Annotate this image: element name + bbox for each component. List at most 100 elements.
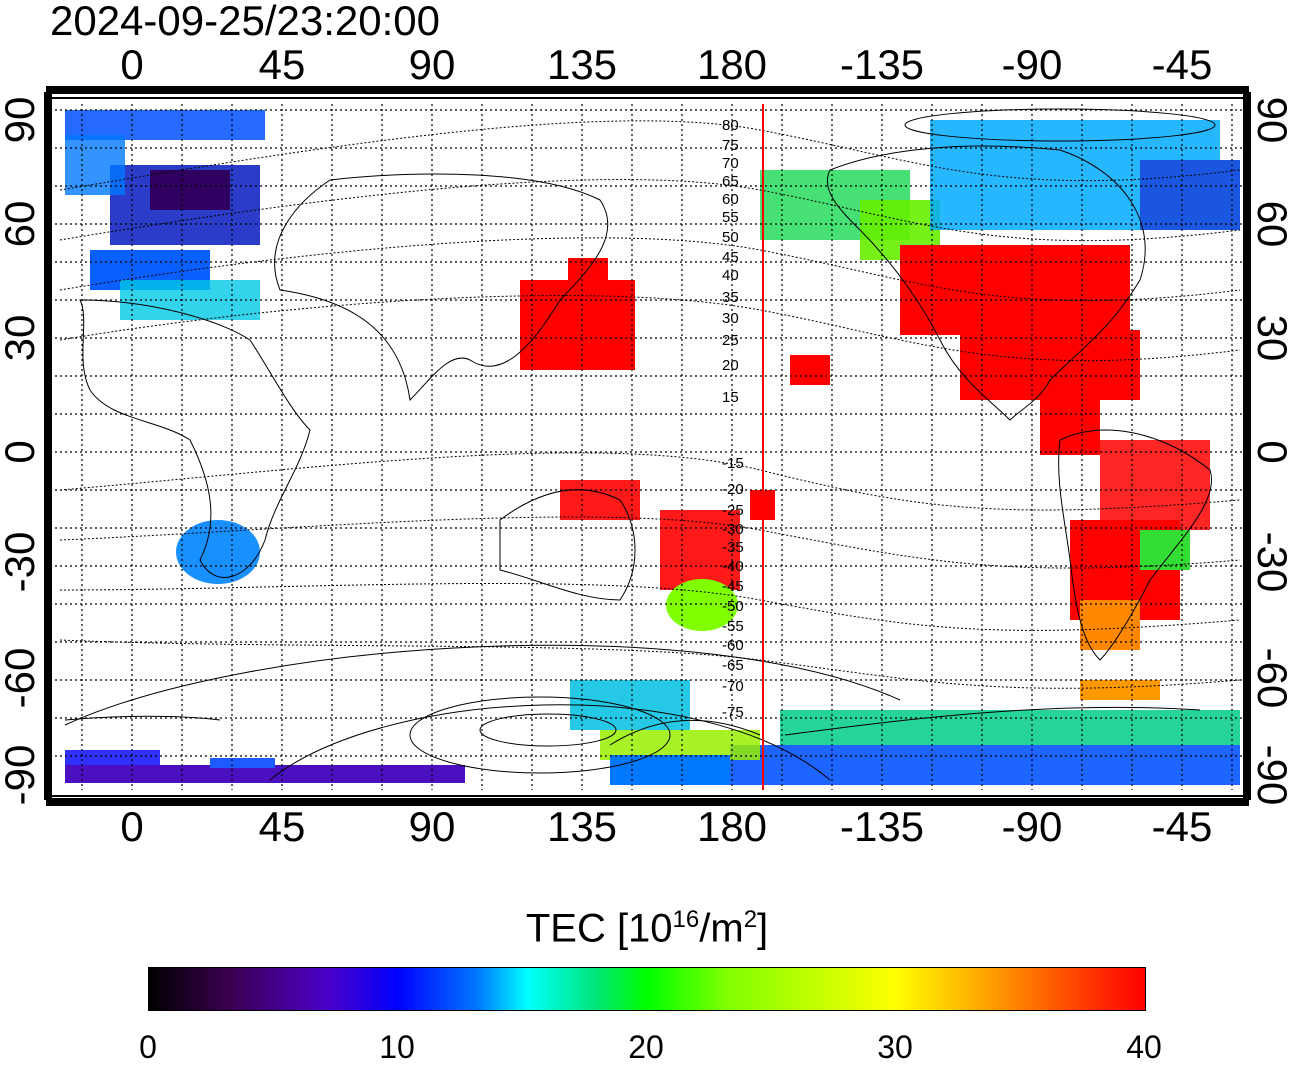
lat-tick-left: 90 xyxy=(0,96,43,144)
lon-tick-bottom: 135 xyxy=(546,803,618,850)
contour-label: 75 xyxy=(722,137,739,154)
colorbar-tick: 0 xyxy=(139,1029,157,1065)
lat-tick-right: 90 xyxy=(1249,96,1294,144)
contour-label: 25 xyxy=(722,332,739,349)
lon-tick-bottom: 180 xyxy=(696,803,768,850)
lat-tick-left: -30 xyxy=(0,531,43,593)
tec-patch xyxy=(666,579,738,631)
lat-tick-right: -90 xyxy=(1249,744,1294,806)
contour-label: 70 xyxy=(722,155,739,172)
colorbar xyxy=(148,967,1146,1011)
grid-lines xyxy=(50,104,1245,790)
lat-tick-left: 60 xyxy=(0,200,43,248)
lon-tick-top: 90 xyxy=(408,41,456,88)
tec-patch xyxy=(660,510,740,590)
coastlines xyxy=(64,145,1212,746)
lon-tick-bottom: -135 xyxy=(839,803,925,850)
colorbar-tick: 20 xyxy=(628,1029,664,1065)
colorbar-title-exponent: 16 xyxy=(672,906,700,933)
lon-tick-bottom: -90 xyxy=(1001,803,1063,850)
contour-label: 60 xyxy=(722,191,739,208)
colorbar-title-prefix: TEC [10 xyxy=(525,906,673,951)
contour-label: -35 xyxy=(722,539,744,556)
tec-patch xyxy=(730,745,1240,785)
lat-tick-left: 30 xyxy=(0,314,43,362)
contour-label: 50 xyxy=(722,229,739,246)
tec-patch xyxy=(1100,440,1210,530)
tec-patch xyxy=(560,480,640,520)
contour-label: 30 xyxy=(722,310,739,327)
tec-patch xyxy=(65,135,125,195)
contour-label: -25 xyxy=(722,502,744,519)
right-axis-bar xyxy=(1243,92,1251,800)
bottom-axis-bar xyxy=(46,798,1249,806)
map-title: 2024-09-25/23:20:00 xyxy=(50,0,440,44)
lat-tick-right: 30 xyxy=(1249,314,1294,362)
lon-tick-top: -45 xyxy=(1151,41,1213,88)
contour-label: 55 xyxy=(722,209,739,226)
contour-label: 45 xyxy=(722,249,739,266)
tec-patch xyxy=(520,280,635,370)
lat-tick-left: -60 xyxy=(0,647,43,709)
lat-tick-left: -90 xyxy=(0,744,43,806)
colorbar-tick: 30 xyxy=(877,1029,913,1065)
contour-label: -60 xyxy=(722,637,744,654)
contour-label: -15 xyxy=(722,455,744,472)
lat-tick-right: -60 xyxy=(1249,647,1294,709)
tec-patch xyxy=(210,758,275,768)
contour-labels: 80 75 70 65 60 55 50 45 40 35 30 25 20 1… xyxy=(722,117,744,721)
polar-contours xyxy=(64,108,1216,781)
tec-patch xyxy=(65,765,465,783)
lon-tick-bottom: 90 xyxy=(408,803,456,850)
top-axis-bar xyxy=(46,86,1249,94)
tec-patch xyxy=(960,330,1140,400)
lat-tick-right: 60 xyxy=(1249,200,1294,248)
tec-patch xyxy=(790,355,830,385)
tec-patch xyxy=(610,755,730,785)
lon-tick-top: 180 xyxy=(696,41,768,88)
contour-label: 35 xyxy=(722,289,739,306)
contour-label: -65 xyxy=(722,657,744,674)
contour-label: -75 xyxy=(722,704,744,721)
contour-label: 65 xyxy=(722,173,739,190)
lon-tick-bottom: 45 xyxy=(258,803,306,850)
colorbar-title-mid: /m xyxy=(699,906,744,951)
tec-patch xyxy=(568,258,608,288)
colorbar-title-exponent: 2 xyxy=(743,906,758,933)
lon-tick-top: 0 xyxy=(120,41,144,88)
contour-label: -40 xyxy=(722,558,744,575)
contour-label: -30 xyxy=(722,521,744,538)
tec-patch xyxy=(780,710,1240,750)
lon-tick-top: -90 xyxy=(1001,41,1063,88)
contour-label: 20 xyxy=(722,357,739,374)
contour-label: -70 xyxy=(722,678,744,695)
left-axis-bar xyxy=(44,92,52,800)
contour-label: -20 xyxy=(722,481,744,498)
colorbar-title-suffix: ] xyxy=(757,906,769,951)
tec-patches xyxy=(65,110,1240,785)
contour-label: -45 xyxy=(722,578,744,595)
lon-tick-top: 135 xyxy=(546,41,618,88)
tec-patch xyxy=(176,520,260,584)
contour-label: 15 xyxy=(722,389,739,406)
tec-patch xyxy=(1040,395,1100,455)
colorbar-title: TEC [1016/m2] xyxy=(0,898,1294,950)
lon-tick-top: 45 xyxy=(258,41,306,88)
contour-label: -55 xyxy=(722,618,744,635)
colorbar-tick: 40 xyxy=(1126,1029,1162,1065)
lat-tick-left: 0 xyxy=(0,440,43,464)
tec-patch xyxy=(900,245,1130,335)
contour-label: 40 xyxy=(722,267,739,284)
contour-label: -50 xyxy=(722,598,744,615)
lon-tick-top: -135 xyxy=(839,41,925,88)
tec-patch xyxy=(1140,160,1240,230)
colorbar-tick: 10 xyxy=(379,1029,415,1065)
lon-tick-bottom: 0 xyxy=(120,803,144,850)
lat-tick-right: -30 xyxy=(1249,531,1294,593)
lat-tick-right: 0 xyxy=(1249,440,1294,464)
tec-patch xyxy=(150,170,230,210)
contour-label: 80 xyxy=(722,117,739,134)
tec-patch xyxy=(1080,680,1160,700)
lon-tick-bottom: -45 xyxy=(1151,803,1213,850)
